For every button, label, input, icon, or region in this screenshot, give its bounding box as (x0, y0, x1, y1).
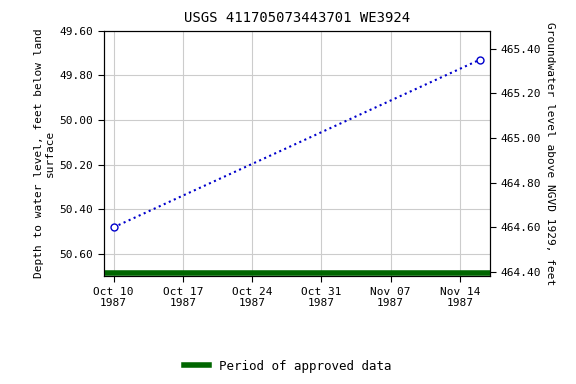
Title: USGS 411705073443701 WE3924: USGS 411705073443701 WE3924 (184, 12, 410, 25)
Y-axis label: Groundwater level above NGVD 1929, feet: Groundwater level above NGVD 1929, feet (545, 22, 555, 285)
Legend: Period of approved data: Period of approved data (179, 355, 397, 378)
Y-axis label: Depth to water level, feet below land
surface: Depth to water level, feet below land su… (34, 29, 55, 278)
